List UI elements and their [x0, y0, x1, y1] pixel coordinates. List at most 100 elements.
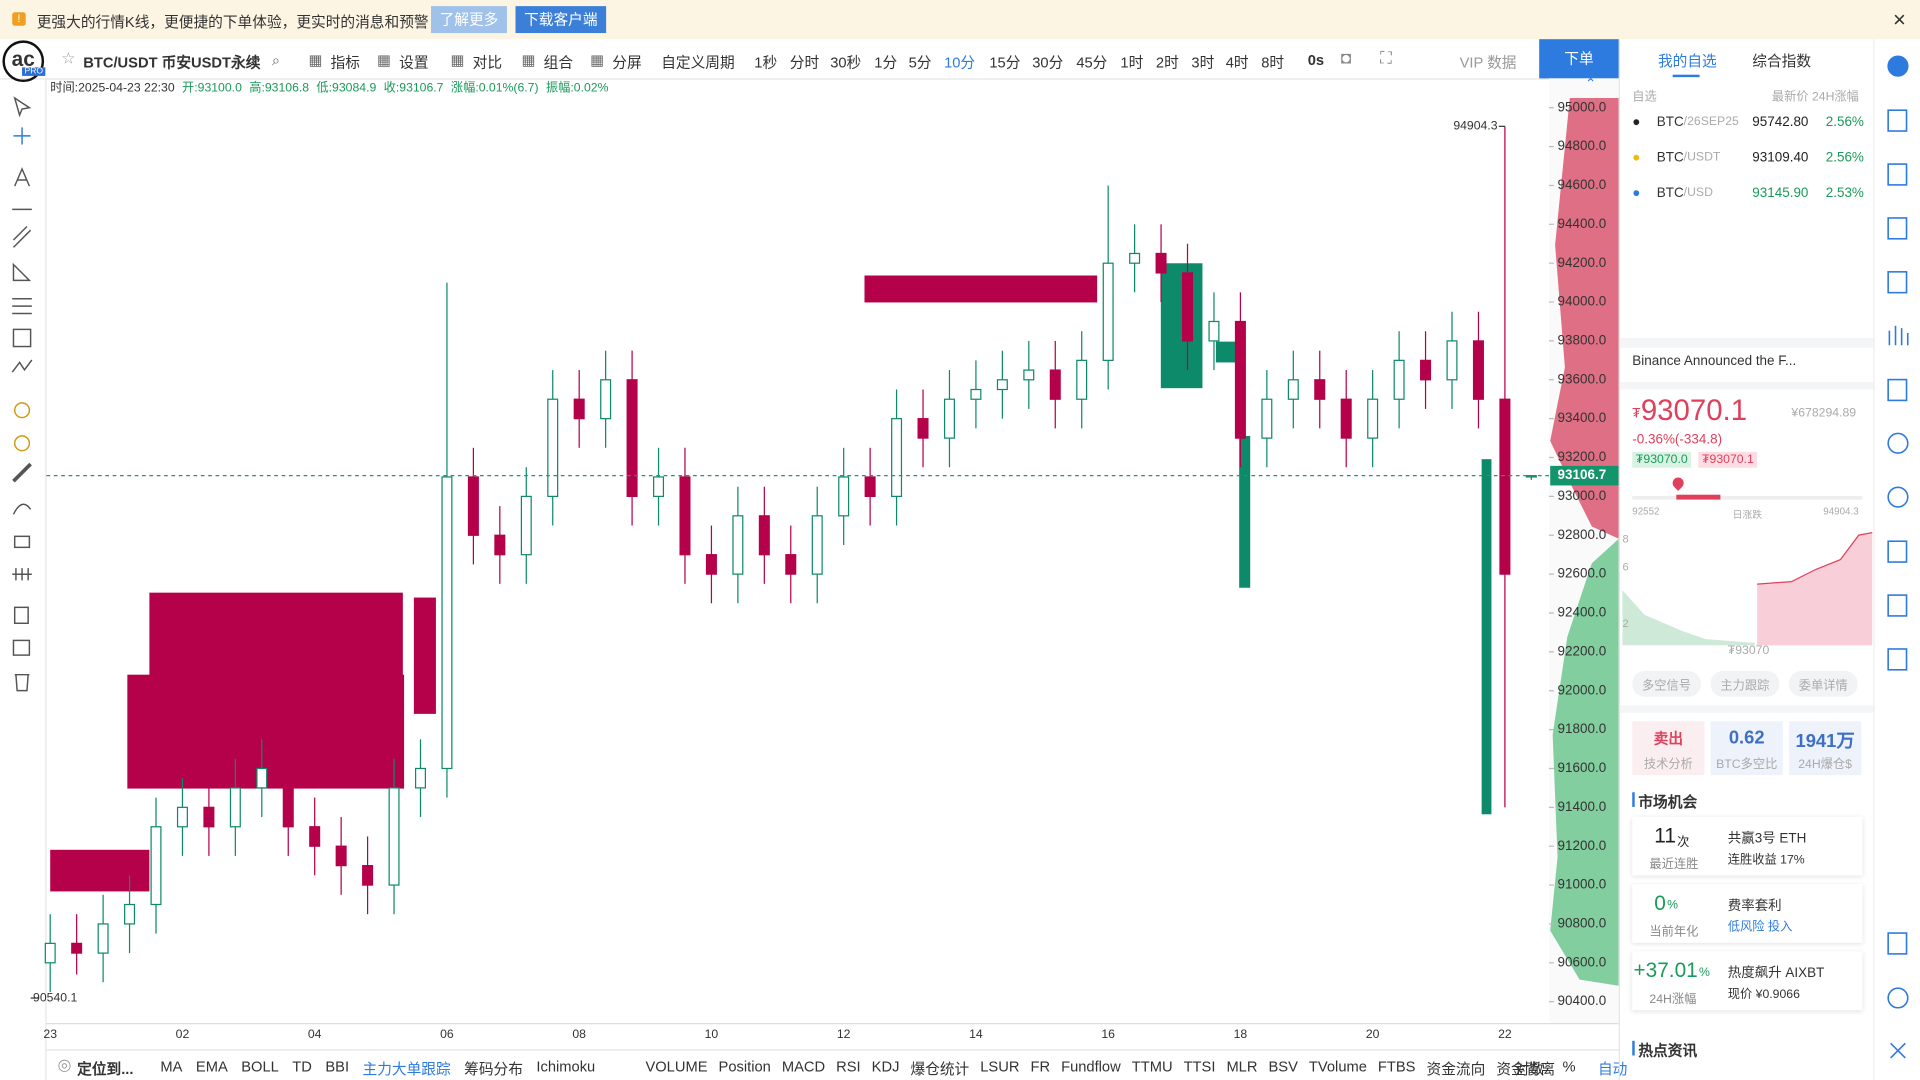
- ruler-tool[interactable]: [12, 462, 32, 483]
- text-tool[interactable]: [14, 167, 31, 187]
- opportunity-card[interactable]: [1632, 884, 1863, 943]
- icon[interactable]: [1888, 325, 1909, 346]
- close-button[interactable]: ×: [1893, 7, 1906, 32]
- gann-tool[interactable]: [13, 402, 31, 419]
- lock-tool[interactable]: [13, 535, 31, 549]
- sub-indicator[interactable]: MLR: [1226, 1057, 1258, 1076]
- period[interactable]: 8时: [1261, 53, 1285, 72]
- axis-option[interactable]: 对数: [1514, 1060, 1545, 1078]
- period[interactable]: 30分: [1032, 53, 1064, 72]
- axis-option[interactable]: %: [1562, 1057, 1576, 1076]
- fullscreen-icon[interactable]: ⛶: [1380, 47, 1393, 68]
- search-icon[interactable]: ⌕: [271, 51, 281, 69]
- icon[interactable]: [1887, 163, 1908, 186]
- period[interactable]: 15分: [989, 53, 1021, 72]
- axis-option[interactable]: 自动: [1597, 1060, 1628, 1078]
- shape-tool[interactable]: [12, 328, 32, 348]
- period[interactable]: 10分: [944, 53, 976, 72]
- toolbar-item-icon[interactable]: ▦: [521, 51, 536, 69]
- crosshair-tool[interactable]: [13, 127, 31, 145]
- learn-more-button[interactable]: 了解更多: [431, 6, 507, 34]
- sub-indicator[interactable]: 资金背离: [1496, 1060, 1556, 1078]
- icon[interactable]: [1887, 486, 1909, 508]
- sub-indicator[interactable]: FTBS: [1377, 1057, 1416, 1076]
- panel-button[interactable]: 委单详情: [1788, 671, 1858, 697]
- main-indicator[interactable]: EMA: [195, 1057, 228, 1076]
- icon[interactable]: [1887, 932, 1908, 955]
- sub-indicator[interactable]: Fundflow: [1061, 1057, 1121, 1076]
- period[interactable]: 3时: [1191, 53, 1215, 72]
- sub-indicator[interactable]: RSI: [836, 1057, 861, 1076]
- toolbar-item-icon[interactable]: ▦: [308, 51, 323, 69]
- period[interactable]: 分时: [789, 53, 820, 72]
- collapse-arrow[interactable]: ⌃: [1585, 76, 1596, 91]
- icon[interactable]: [1887, 271, 1908, 294]
- sub-indicator[interactable]: BSV: [1268, 1057, 1298, 1076]
- panel-button[interactable]: 多空信号: [1632, 671, 1701, 697]
- opportunity-card[interactable]: [1632, 951, 1863, 1011]
- main-indicator[interactable]: 主力大单跟踪: [362, 1060, 451, 1078]
- toolbar-item[interactable]: 组合: [543, 53, 574, 72]
- period[interactable]: 30秒: [830, 53, 862, 72]
- main-indicator[interactable]: BBI: [325, 1057, 350, 1076]
- icon[interactable]: [1887, 987, 1909, 1009]
- settings-tool[interactable]: [12, 639, 31, 656]
- fib-tool[interactable]: [12, 298, 32, 315]
- main-indicator[interactable]: Ichimoku: [536, 1057, 596, 1076]
- icon[interactable]: [1887, 432, 1909, 454]
- panel-tab[interactable]: 综合指数: [1752, 52, 1812, 70]
- icon[interactable]: [1890, 1042, 1906, 1059]
- download-button[interactable]: 下载客户端: [515, 6, 607, 34]
- layers-tool[interactable]: [13, 606, 29, 625]
- icon[interactable]: [1887, 109, 1908, 132]
- icon[interactable]: [1887, 378, 1908, 402]
- sub-indicator[interactable]: 资金流向: [1426, 1060, 1486, 1078]
- toolbar-item[interactable]: 设置: [399, 53, 429, 72]
- watch-suffix[interactable]: /USDT: [1683, 150, 1721, 165]
- logo[interactable]: ac: [2, 40, 45, 83]
- brush-tool[interactable]: [12, 503, 32, 515]
- sub-indicator[interactable]: Position: [718, 1057, 771, 1076]
- main-indicator[interactable]: MA: [160, 1057, 183, 1076]
- order-button[interactable]: 下单: [1539, 39, 1619, 79]
- period[interactable]: 4时: [1225, 53, 1249, 72]
- panel-tab[interactable]: 我的自选: [1657, 52, 1717, 70]
- icon[interactable]: [1887, 594, 1908, 617]
- main-indicator[interactable]: BOLL: [241, 1057, 279, 1076]
- icon[interactable]: [1887, 540, 1908, 563]
- symbol[interactable]: BTC/USDT 币安USDT永续: [83, 53, 261, 72]
- period[interactable]: 45分: [1076, 53, 1108, 72]
- star-icon[interactable]: ☆: [61, 48, 76, 68]
- pattern-tool[interactable]: [11, 359, 33, 373]
- sub-indicator[interactable]: 爆仓统计: [910, 1060, 970, 1078]
- channel-tool[interactable]: [12, 226, 32, 248]
- period[interactable]: 5分: [908, 53, 932, 72]
- triangle-tool[interactable]: [12, 262, 32, 282]
- period[interactable]: 1秒: [754, 53, 778, 72]
- vip-data[interactable]: VIP 数据: [1459, 53, 1517, 72]
- delete-tool[interactable]: [14, 673, 30, 692]
- sub-indicator[interactable]: TVolume: [1308, 1057, 1367, 1076]
- camera-icon[interactable]: ◘: [1340, 47, 1352, 68]
- period[interactable]: 2时: [1155, 53, 1179, 72]
- opportunity-card[interactable]: [1632, 816, 1863, 876]
- toolbar-item[interactable]: 分屏: [612, 53, 642, 72]
- toolbar-item-icon[interactable]: ▦: [450, 51, 465, 69]
- sub-indicator[interactable]: LSUR: [980, 1057, 1020, 1076]
- sub-indicator[interactable]: KDJ: [871, 1057, 900, 1076]
- panel-button[interactable]: 主力跟踪: [1710, 671, 1780, 697]
- icon[interactable]: [1887, 55, 1909, 77]
- elliott-tool[interactable]: [13, 435, 31, 452]
- sub-indicator[interactable]: TTMU: [1131, 1057, 1173, 1076]
- period[interactable]: 1分: [874, 53, 898, 72]
- sub-indicator[interactable]: TTSI: [1183, 1057, 1216, 1076]
- watch-suffix[interactable]: /USD: [1683, 186, 1713, 200]
- watch-symbol[interactable]: BTC: [1656, 115, 1684, 130]
- toolbar-item[interactable]: 指标: [330, 53, 361, 72]
- toolbar-item-icon[interactable]: ▦: [377, 51, 392, 69]
- sub-indicator[interactable]: MACD: [781, 1057, 826, 1076]
- main-indicator[interactable]: TD: [292, 1057, 312, 1076]
- toolbar-item-icon[interactable]: ▦: [590, 51, 605, 69]
- watch-suffix[interactable]: /26SEP25: [1683, 115, 1739, 129]
- icon[interactable]: [1887, 648, 1908, 671]
